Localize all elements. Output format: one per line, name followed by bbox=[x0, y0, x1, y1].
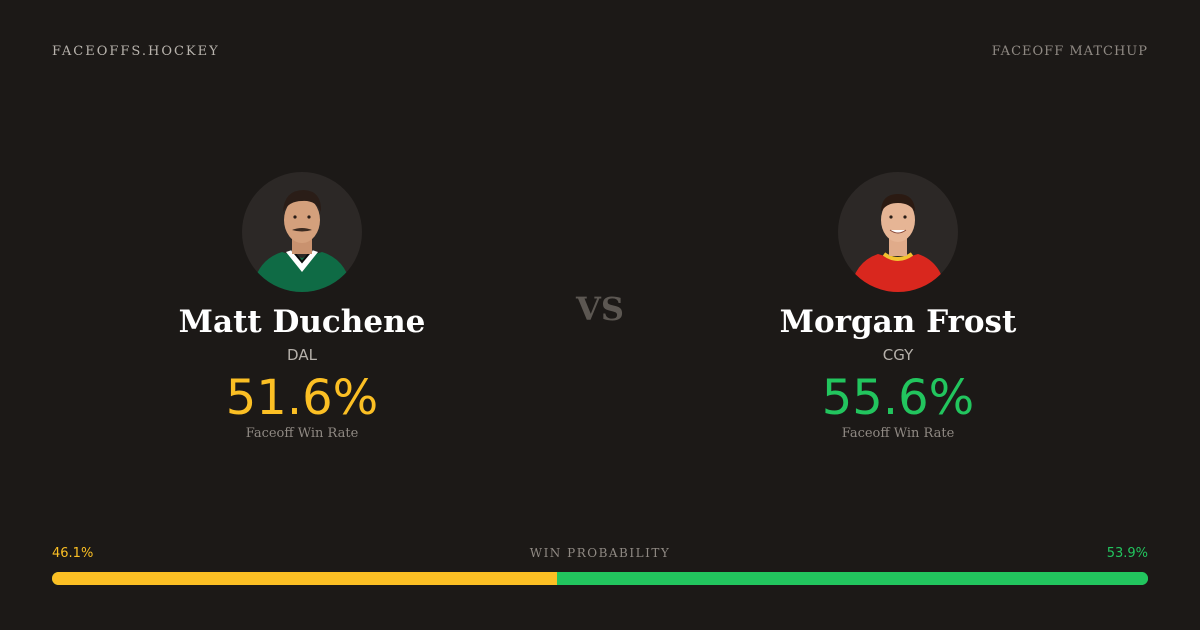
player-card-right: Morgan Frost CGY 55.6% Faceoff Win Rate bbox=[698, 172, 1098, 441]
win-probability-title: WIN PROBABILITY bbox=[529, 546, 671, 560]
player-name-left: Matt Duchene bbox=[178, 304, 426, 340]
win-probability-bar bbox=[52, 572, 1148, 585]
player-win-rate-label-right: Faceoff Win Rate bbox=[841, 426, 955, 441]
player-team-right: CGY bbox=[882, 346, 914, 364]
page-label: FACEOFF MATCHUP bbox=[991, 44, 1148, 59]
player-avatar-left bbox=[242, 172, 362, 292]
player-win-rate-right: 55.6% bbox=[821, 370, 975, 426]
player-avatar-right bbox=[838, 172, 958, 292]
win-probability-bar-right-segment bbox=[557, 572, 1148, 585]
win-probability-left-value: 46.1% bbox=[52, 546, 94, 561]
win-probability-bar-left-segment bbox=[52, 572, 558, 585]
player-win-rate-label-left: Faceoff Win Rate bbox=[245, 426, 359, 441]
player-name-right: Morgan Frost bbox=[779, 304, 1017, 340]
site-name: FACEOFFS.HOCKEY bbox=[52, 44, 220, 59]
player-win-rate-left: 51.6% bbox=[225, 370, 379, 426]
win-probability-right-value: 53.9% bbox=[1106, 546, 1148, 561]
player-team-left: DAL bbox=[287, 346, 317, 364]
player-card-left: Matt Duchene DAL 51.6% Faceoff Win Rate bbox=[102, 172, 502, 441]
vs-label: VS bbox=[576, 290, 624, 328]
